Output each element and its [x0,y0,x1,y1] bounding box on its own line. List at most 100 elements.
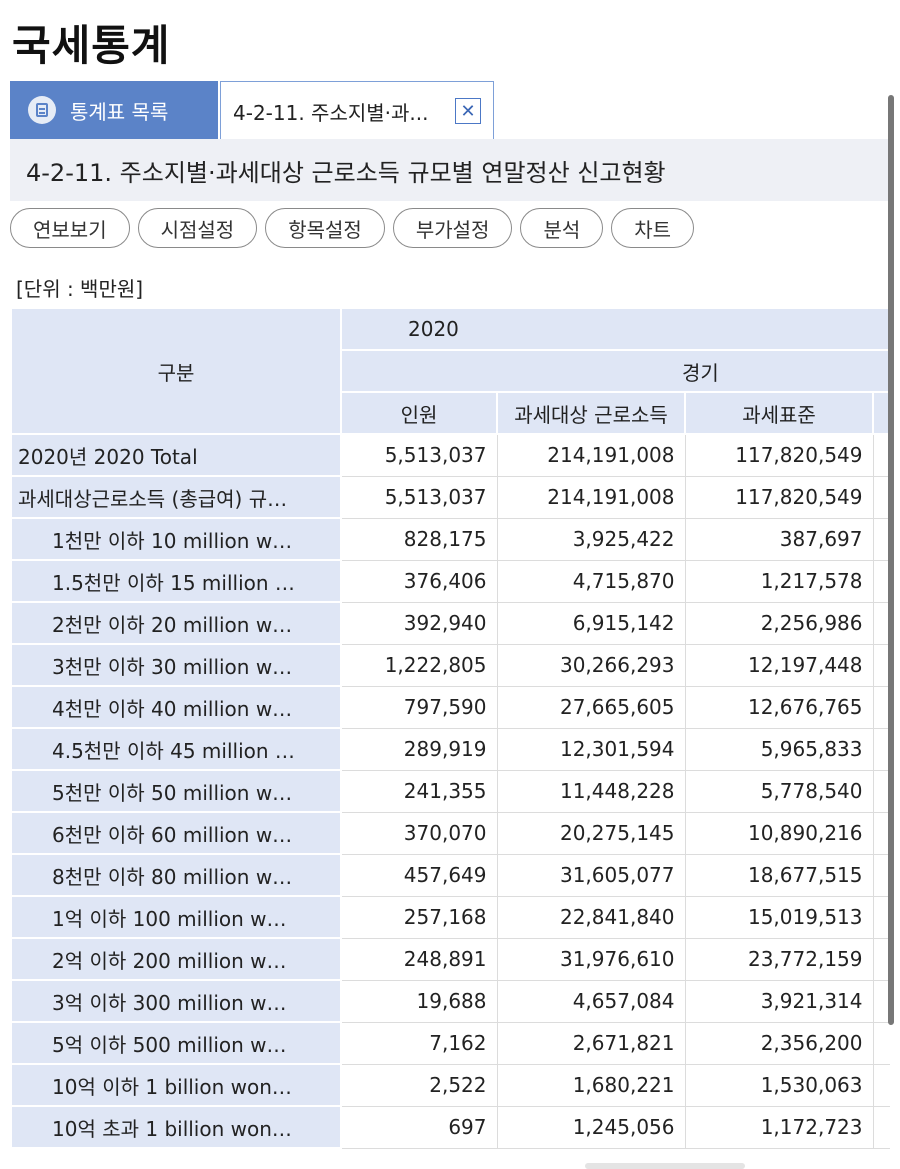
table-row: 10억 이하 1 billion won… 2,522 1,680,221 1,530… [10,1063,890,1107]
row-label: 6천만 이하 60 million w… [10,811,342,855]
table-cell: 19,688 [340,979,498,1023]
tab-table-list-label: 통계표 목록 [70,99,169,124]
table-cell-extra [872,475,890,519]
table-cell: 1,680,221 [496,1063,686,1107]
bottom-handle[interactable] [585,1163,745,1169]
table-cell: 1,245,056 [496,1105,686,1149]
table-cell: 31,976,610 [496,937,686,981]
table-cell: 22,841,840 [496,895,686,939]
header-row-label: 구분 [10,307,342,435]
table-cell: 2,671,821 [496,1021,686,1065]
table-cell-extra [872,811,890,855]
table-cell-extra [872,937,890,981]
table-cell-extra [872,727,890,771]
row-label: 1천만 이하 10 million w… [10,517,342,561]
extra-setting-button[interactable]: 부가설정 [392,208,513,248]
stats-table: 구분 2020 경기 인원 과세대상 근로소득 과세표준 2020년 2020 … [10,307,890,1149]
table-row: 2천만 이하 20 million w… 392,940 6,915,142 2,25… [10,601,890,645]
document-list-icon [28,96,56,124]
table-cell: 828,175 [340,517,498,561]
tab-active-table[interactable]: 4-2-11. 주소지별·과... ✕ [220,81,494,141]
table-cell: 20,275,145 [496,811,686,855]
toolbar: 연보보기 시점설정 항목설정 부가설정 분석 차트 [10,208,695,248]
table-cell: 376,406 [340,559,498,603]
table-cell: 117,820,549 [684,433,874,477]
row-label: 4천만 이하 40 million w… [10,685,342,729]
table-row: 8천만 이하 80 million w… 457,649 31,605,077 18,… [10,853,890,897]
table-cell: 370,070 [340,811,498,855]
table-cell: 30,266,293 [496,643,686,687]
table-cell: 697 [340,1105,498,1149]
row-label: 과세대상근로소득 (총급여) 규… [10,475,342,519]
stats-table-container[interactable]: 구분 2020 경기 인원 과세대상 근로소득 과세표준 2020년 2020 … [10,307,890,1152]
table-cell-extra [872,769,890,813]
table-cell: 4,657,084 [496,979,686,1023]
table-cell: 1,530,063 [684,1063,874,1107]
table-cell: 387,697 [684,517,874,561]
table-cell: 1,172,723 [684,1105,874,1149]
table-cell: 18,677,515 [684,853,874,897]
table-row: 1억 이하 100 million w… 257,168 22,841,840 15,… [10,895,890,939]
tab-bar: 통계표 목록 4-2-11. 주소지별·과... ✕ [10,81,890,141]
table-row: 3천만 이하 30 million w… 1,222,805 30,266,293 1… [10,643,890,687]
table-title: 4-2-11. 주소지별·과세대상 근로소득 규모별 연말정산 신고현황 [10,139,890,201]
table-cell: 214,191,008 [496,433,686,477]
header-col-extra [871,391,890,435]
table-row: 2억 이하 200 million w… 248,891 31,976,610 23,… [10,937,890,981]
table-cell: 15,019,513 [684,895,874,939]
table-row: 3억 이하 300 million w… 19,688 4,657,084 3,921… [10,979,890,1023]
table-cell-extra [872,1063,890,1107]
row-label: 5억 이하 500 million w… [10,1021,342,1065]
table-cell-extra [872,601,890,645]
analysis-button[interactable]: 분석 [520,208,604,248]
table-cell: 457,649 [340,853,498,897]
row-label: 1억 이하 100 million w… [10,895,342,939]
tab-active-label: 4-2-11. 주소지별·과... [233,101,429,125]
table-cell-extra [872,1021,890,1065]
row-label: 3억 이하 300 million w… [10,979,342,1023]
row-label: 2억 이하 200 million w… [10,937,342,981]
table-cell: 2,522 [340,1063,498,1107]
table-cell-extra [872,643,890,687]
table-cell-extra [872,979,890,1023]
table-cell-extra [872,559,890,603]
table-row: 4천만 이하 40 million w… 797,590 27,665,605 12,… [10,685,890,729]
table-row: 6천만 이하 60 million w… 370,070 20,275,145 10,… [10,811,890,855]
close-icon[interactable]: ✕ [455,98,481,124]
row-label: 3천만 이하 30 million w… [10,643,342,687]
vertical-scrollbar[interactable] [888,95,894,1025]
table-cell-extra [872,895,890,939]
chart-button[interactable]: 차트 [611,208,695,248]
table-cell: 4,715,870 [496,559,686,603]
row-label: 1.5천만 이하 15 million … [10,559,342,603]
tab-table-list[interactable]: 통계표 목록 [10,81,218,139]
table-row: 10억 초과 1 billion won… 697 1,245,056 1,172,7… [10,1105,890,1149]
table-row: 과세대상근로소득 (총급여) 규… 5,513,037 214,191,008 117… [10,475,890,519]
header-col-taxable-income: 과세대상 근로소득 [496,391,686,435]
item-setting-button[interactable]: 항목설정 [265,208,385,248]
table-row: 1.5천만 이하 15 million … 376,406 4,715,870 1,2… [10,559,890,603]
table-cell: 5,778,540 [684,769,874,813]
table-cell: 10,890,216 [684,811,874,855]
table-cell: 289,919 [340,727,498,771]
row-label: 10억 초과 1 billion won… [10,1105,342,1149]
annual-view-button[interactable]: 연보보기 [10,208,130,248]
time-setting-button[interactable]: 시점설정 [137,208,258,248]
table-cell: 1,222,805 [340,643,498,687]
table-cell: 2,256,986 [684,601,874,645]
unit-label: [단위 : 백만원] [16,277,144,301]
table-cell: 5,513,037 [340,475,498,519]
table-cell: 214,191,008 [496,475,686,519]
table-cell: 241,355 [340,769,498,813]
table-cell: 23,772,159 [684,937,874,981]
table-cell: 797,590 [340,685,498,729]
row-label: 2020년 2020 Total [10,433,342,477]
row-label: 8천만 이하 80 million w… [10,853,342,897]
table-row: 5천만 이하 50 million w… 241,355 11,448,228 5,7… [10,769,890,813]
page-title: 국세통계 [12,21,171,70]
table-cell: 257,168 [340,895,498,939]
table-cell: 6,915,142 [496,601,686,645]
table-row: 4.5천만 이하 45 million … 289,919 12,301,594 5,… [10,727,890,771]
header-col-people: 인원 [340,391,498,435]
table-row: 5억 이하 500 million w… 7,162 2,671,821 2,356,… [10,1021,890,1065]
